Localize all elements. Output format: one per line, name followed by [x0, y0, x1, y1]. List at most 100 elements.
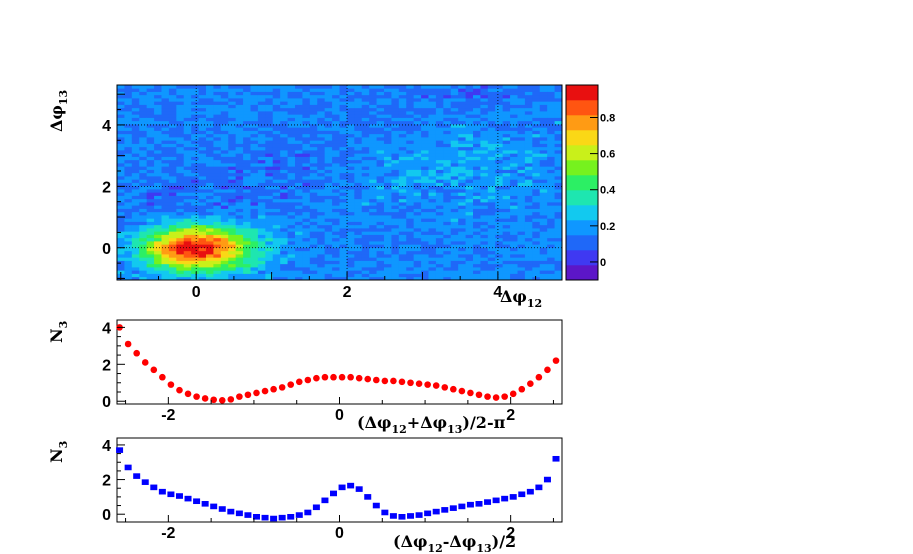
heatmap-cell — [235, 85, 244, 89]
heatmap-cell — [502, 107, 511, 112]
heatmap-cell — [257, 198, 266, 203]
heatmap-cell — [213, 263, 222, 268]
heatmap-cell — [465, 224, 474, 229]
heatmap-cell — [398, 130, 407, 135]
heatmap-cell — [324, 267, 333, 271]
heatmap-cell — [206, 247, 214, 252]
heatmap-cell — [384, 224, 392, 229]
heatmap-cell — [458, 215, 466, 219]
heatmap-cell — [428, 117, 437, 122]
heatmap-cell — [206, 146, 214, 151]
heatmap-cell — [406, 107, 415, 112]
heatmap-cell — [220, 267, 229, 271]
heatmap-cell — [421, 104, 429, 109]
heatmap-cell — [361, 260, 370, 265]
heatmap-cell — [413, 189, 422, 193]
heatmap-cell — [191, 124, 199, 128]
heatmap-cell — [421, 85, 429, 89]
heatmap-cell — [295, 137, 303, 141]
heatmap-cell — [413, 120, 422, 125]
heatmap-cell — [191, 234, 199, 239]
heatmap-cell — [473, 218, 481, 222]
heatmap-cell — [332, 273, 340, 278]
heatmap-cell — [346, 156, 355, 161]
heatmap-cell — [510, 101, 518, 105]
heatmap-cell — [487, 114, 496, 118]
heatmap-cell — [480, 205, 489, 209]
heatmap-cell — [183, 91, 192, 96]
heatmap-cell — [502, 137, 511, 141]
heatmap-cell — [502, 254, 511, 258]
heatmap-cell — [243, 182, 251, 187]
heatmap-cell — [532, 270, 541, 274]
heatmap-cell — [532, 101, 541, 105]
heatmap-cell — [384, 101, 392, 105]
heatmap-cell — [421, 140, 429, 144]
heatmap-cell — [547, 254, 555, 258]
heatmap-cell — [272, 140, 281, 144]
difference-projection-point — [389, 513, 397, 519]
heatmap-cell — [228, 163, 237, 167]
heatmap-cell — [287, 231, 296, 235]
heatmap-cell — [235, 169, 244, 174]
heatmap-cell — [317, 270, 326, 274]
heatmap-cell — [339, 273, 348, 278]
heatmap-cell — [487, 127, 496, 131]
heatmap-cell — [176, 104, 185, 109]
heatmap-cell — [398, 231, 407, 235]
heatmap-cell — [435, 195, 444, 200]
heatmap-cell — [554, 163, 563, 167]
heatmap-cell — [183, 133, 192, 138]
heatmap-cell — [176, 101, 185, 105]
heatmap-cell — [280, 156, 288, 161]
heatmap-cell — [191, 176, 199, 180]
heatmap-cell — [495, 250, 504, 255]
heatmap-cell — [332, 182, 340, 187]
heatmap-cell — [168, 114, 177, 118]
heatmap-cell — [117, 172, 125, 177]
heatmap-cell — [428, 111, 437, 115]
heatmap-cell — [487, 270, 496, 274]
heatmap-cell — [265, 260, 274, 265]
heatmap-cell — [309, 205, 318, 209]
heatmap-cell — [435, 88, 444, 92]
heatmap-cell — [206, 231, 214, 235]
heatmap-cell — [317, 198, 326, 203]
heatmap-cell — [354, 192, 363, 196]
heatmap-cell — [220, 127, 229, 131]
heatmap-cell — [302, 146, 311, 151]
heatmap-cell — [346, 273, 355, 278]
heatmap-cell — [465, 176, 474, 180]
heatmap-cell — [324, 114, 333, 118]
heatmap-cell — [354, 208, 363, 213]
heatmap-cell — [354, 179, 363, 183]
difference-projection-x-axis-title: (Δφ12-Δφ13)/2 — [393, 532, 516, 554]
difference-projection-point — [347, 482, 355, 489]
heatmap-cell — [228, 156, 237, 161]
heatmap-cell — [257, 85, 266, 89]
heatmap-cell — [117, 114, 125, 118]
heatmap-cell — [309, 276, 318, 281]
heatmap-cell — [324, 273, 333, 278]
heatmap-cell — [406, 224, 415, 229]
heatmap-cell — [235, 182, 244, 187]
heatmap-cell — [547, 211, 555, 216]
heatmap-cell — [295, 228, 303, 232]
heatmap-cell — [524, 247, 533, 252]
heatmap-cell — [183, 163, 192, 167]
heatmap-cell — [532, 241, 541, 245]
heatmap-cell — [131, 107, 140, 112]
heatmap-cell — [168, 179, 177, 183]
heatmap-cell — [398, 182, 407, 187]
heatmap-cell — [124, 127, 133, 131]
heatmap-cell — [124, 244, 133, 248]
heatmap-cell — [510, 267, 518, 271]
heatmap-cell — [332, 185, 340, 190]
difference-projection-x-axis-title-part: (Δφ — [393, 532, 427, 551]
heatmap-cell — [398, 228, 407, 232]
heatmap-cell — [243, 185, 251, 190]
heatmap-cell — [235, 120, 244, 125]
heatmap-cell — [176, 218, 185, 222]
heatmap-cell — [354, 276, 363, 281]
